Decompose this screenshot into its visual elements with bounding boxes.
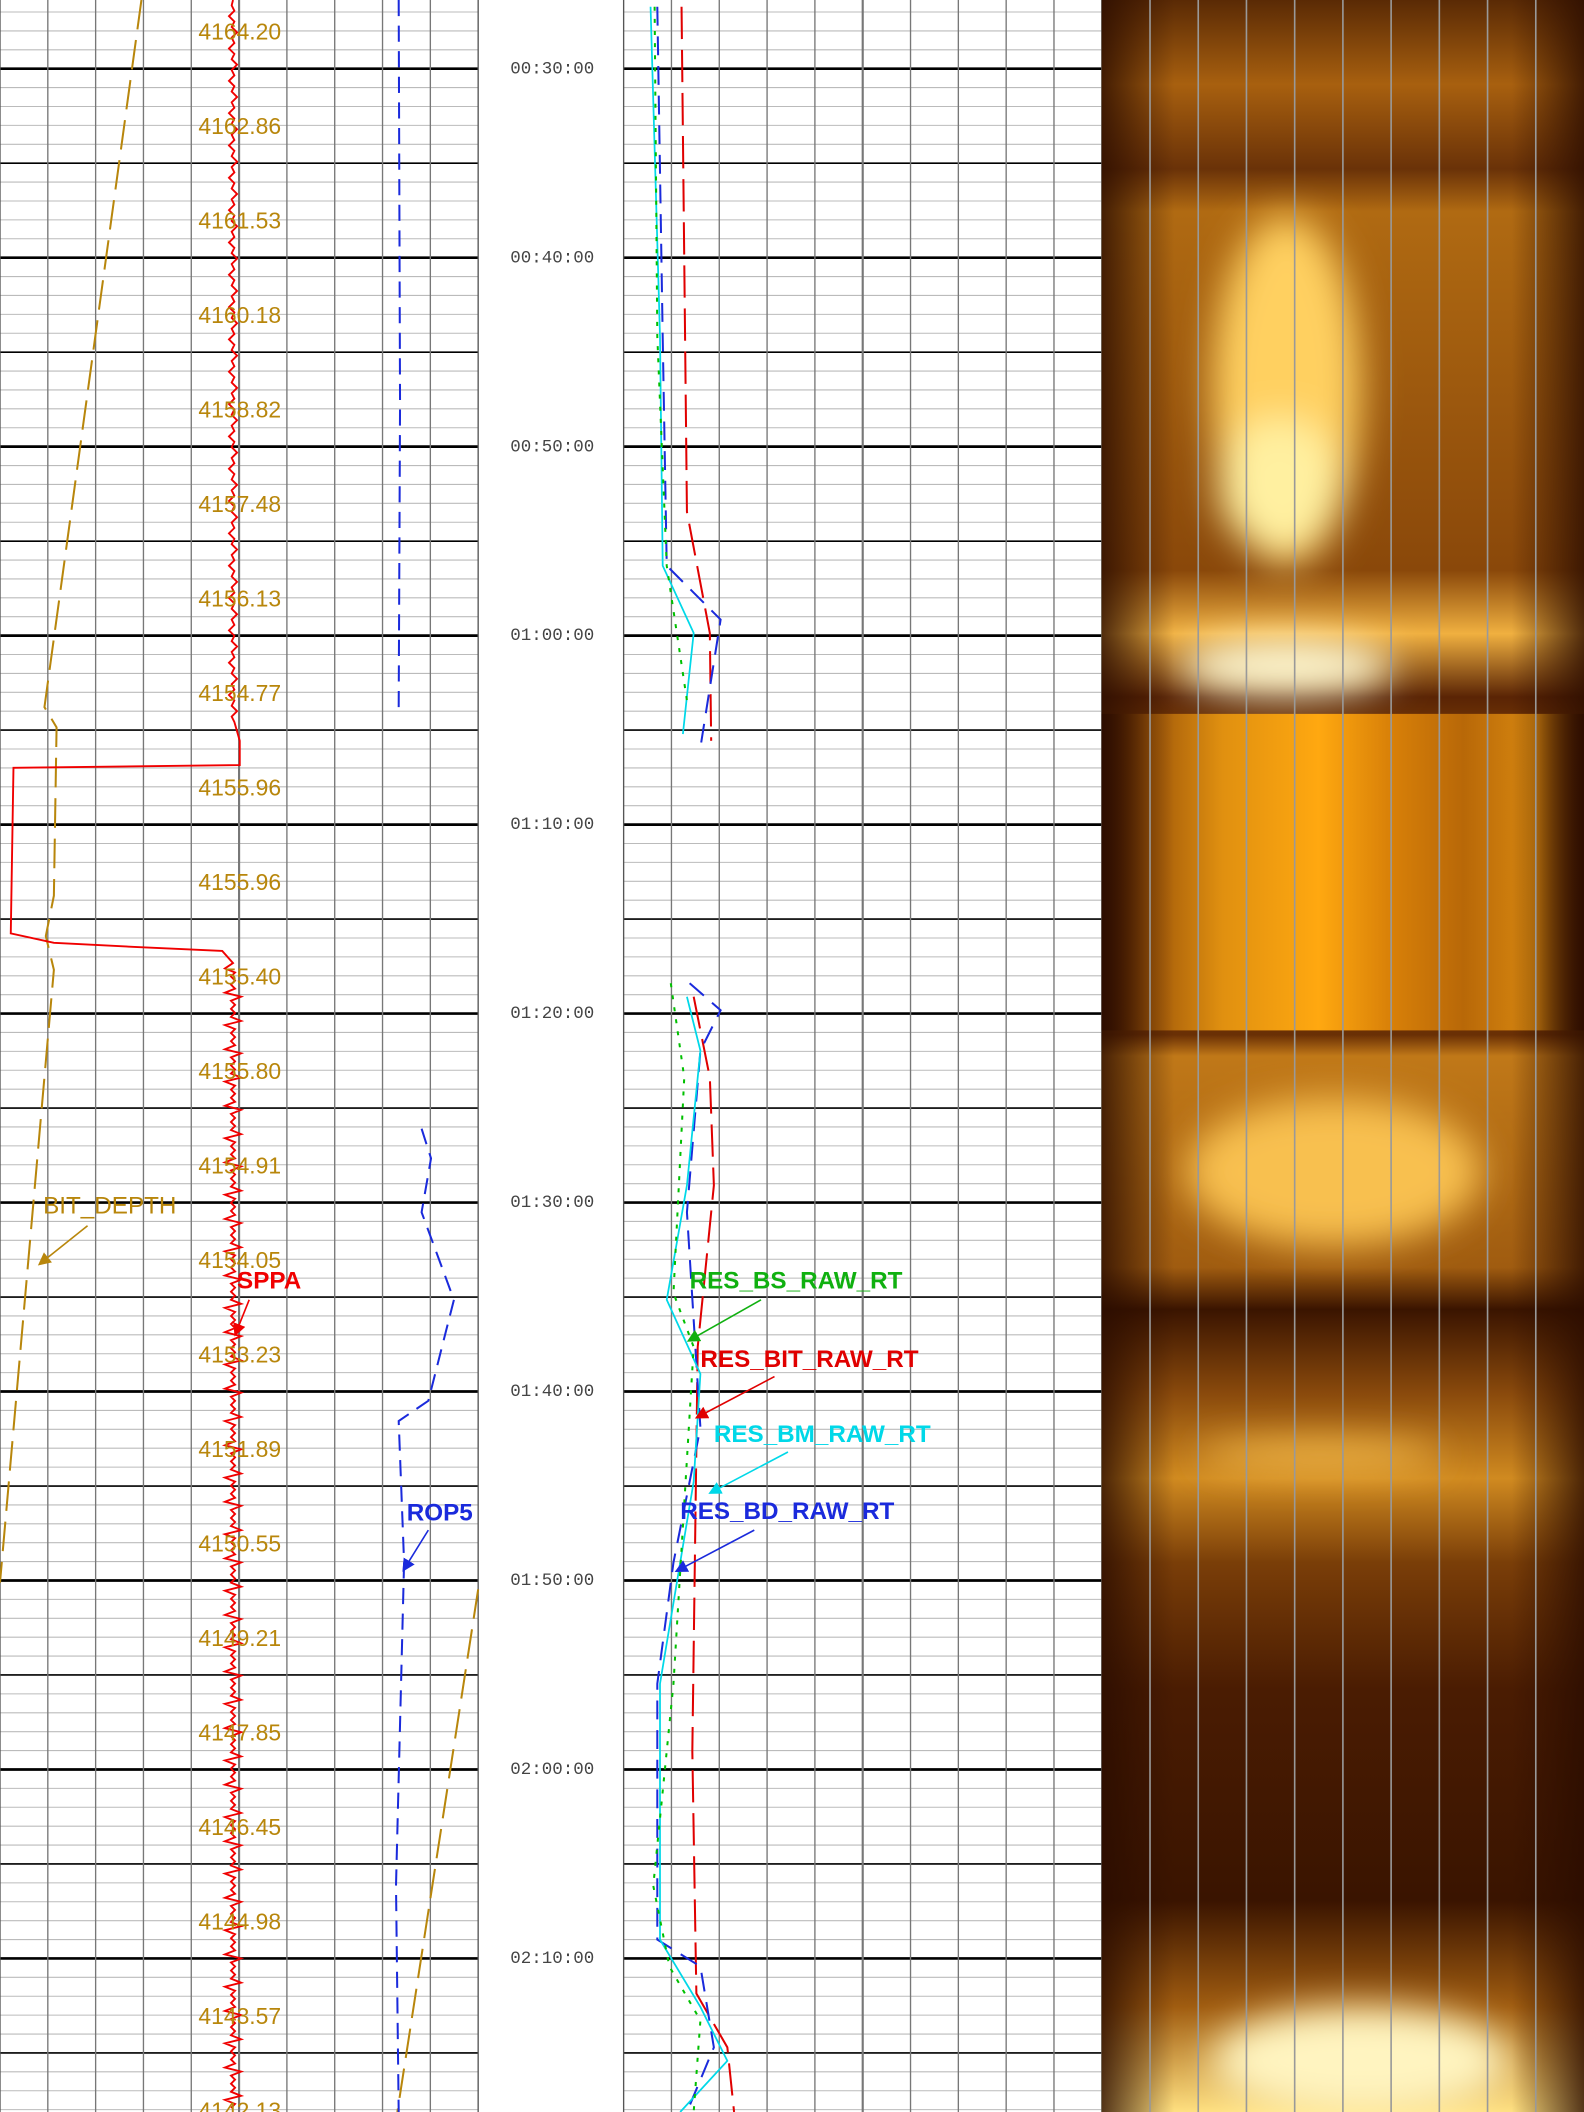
rop5-curve bbox=[394, 1128, 455, 2112]
depth-label: 4161.53 bbox=[198, 208, 281, 234]
depth-label: 4154.91 bbox=[198, 1153, 281, 1179]
time-label: 01:40:00 bbox=[510, 1382, 594, 1402]
curve-labels: BIT_DEPTH SPPA ROP5 RES_BS_RAW_RT RES_BI… bbox=[37, 1192, 931, 1573]
res-bd-curve bbox=[656, 6, 722, 2112]
time-label: 02:10:00 bbox=[510, 1949, 594, 1969]
depth-label: 4142.13 bbox=[198, 2097, 281, 2112]
depth-label: 4143.57 bbox=[198, 2003, 281, 2029]
depth-label: 4155.40 bbox=[198, 964, 281, 990]
time-label: 01:30:00 bbox=[510, 1193, 594, 1213]
depth-label: 4156.13 bbox=[198, 586, 281, 612]
time-label: 01:00:00 bbox=[510, 626, 594, 646]
depth-label: 4162.86 bbox=[198, 113, 281, 139]
depth-label: 4160.18 bbox=[198, 302, 281, 328]
depth-label: 4155.80 bbox=[198, 1058, 281, 1084]
bit-depth-curve bbox=[396, 1589, 480, 2112]
depth-label: 4155.96 bbox=[198, 869, 281, 895]
depth-label: 4144.98 bbox=[198, 1908, 281, 1934]
time-label: 02:00:00 bbox=[510, 1760, 594, 1780]
curve-label: RES_BIT_RAW_RT bbox=[700, 1346, 918, 1373]
bit-depth-curve bbox=[0, 0, 143, 1583]
time-label: 01:50:00 bbox=[510, 1571, 594, 1591]
depth-label: 4154.77 bbox=[198, 680, 281, 706]
depth-label: 4154.05 bbox=[198, 1247, 281, 1273]
time-label: 00:40:00 bbox=[510, 248, 594, 268]
res-bm-curve bbox=[649, 6, 729, 2112]
curve-label: SPPA bbox=[237, 1268, 301, 1295]
curve-label: ROP5 bbox=[407, 1499, 473, 1526]
depth-label: 4151.89 bbox=[198, 1436, 281, 1462]
res-bit-curve bbox=[680, 6, 736, 2112]
labels: 4164.20 4162.86 4161.53 4160.18 4158.82 4157.… bbox=[198, 19, 594, 2112]
depth-label: 4157.48 bbox=[198, 491, 281, 517]
depth-label: 4149.21 bbox=[198, 1625, 281, 1651]
depth-label: 4150.55 bbox=[198, 1531, 281, 1557]
curve-label: RES_BD_RAW_RT bbox=[680, 1498, 894, 1525]
curves bbox=[0, 0, 736, 2112]
sppa-curve bbox=[9, 0, 245, 2109]
curve-label: RES_BM_RAW_RT bbox=[714, 1421, 931, 1448]
curve-label: RES_BS_RAW_RT bbox=[690, 1268, 903, 1295]
depth-label: 4158.82 bbox=[198, 397, 281, 423]
curve-label: BIT_DEPTH bbox=[43, 1192, 176, 1219]
image-track bbox=[1101, 0, 1584, 2112]
res-bs-curve bbox=[652, 6, 702, 2112]
time-label: 00:50:00 bbox=[510, 437, 594, 457]
time-label: 01:20:00 bbox=[510, 1004, 594, 1024]
depth-label: 4146.45 bbox=[198, 1814, 281, 1840]
depth-label: 4155.96 bbox=[198, 775, 281, 801]
rop5-curve bbox=[397, 0, 402, 708]
depth-label: 4147.85 bbox=[198, 1719, 281, 1745]
grid bbox=[0, 0, 1103, 2112]
time-label: 01:10:00 bbox=[510, 815, 594, 835]
depth-label: 4153.23 bbox=[198, 1342, 281, 1368]
depth-label: 4164.20 bbox=[198, 19, 281, 45]
time-label: 00:30:00 bbox=[510, 59, 594, 79]
